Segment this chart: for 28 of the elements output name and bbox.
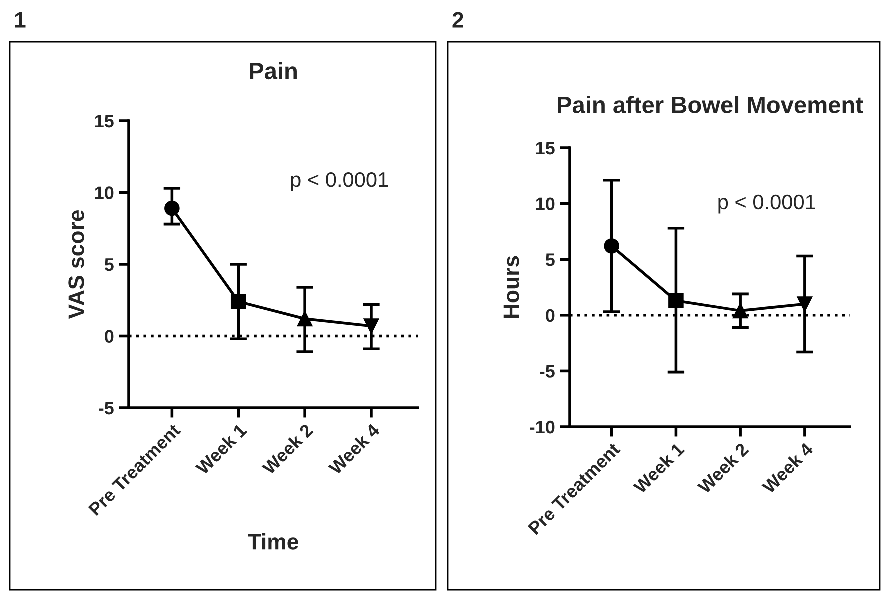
- point: [604, 238, 620, 254]
- y-tick-label: 0: [546, 309, 555, 322]
- y-tick-label: 15: [95, 115, 114, 128]
- y-tick-label: 10: [536, 198, 555, 211]
- x-axis-title: Time: [248, 534, 298, 550]
- y-tick-label: 10: [95, 186, 114, 200]
- point: [230, 294, 246, 310]
- text: 1: [15, 12, 26, 28]
- y-tick-label: 15: [536, 142, 555, 155]
- chart-title: Pain: [250, 62, 297, 80]
- point: [668, 293, 684, 309]
- y-axis-title: Hours: [504, 256, 520, 318]
- y-tick-label: 0: [105, 330, 114, 343]
- y-tick-label: 5: [546, 254, 555, 266]
- y-tick-label: 5: [104, 258, 114, 272]
- y-tick-label: -5: [540, 365, 555, 378]
- annotation: p < 0.0001: [718, 194, 816, 214]
- y-axis-title: VAS score: [68, 210, 84, 320]
- text: 2: [452, 12, 464, 28]
- point: [164, 200, 180, 216]
- point: [364, 318, 380, 334]
- point: [797, 296, 813, 312]
- point: [732, 303, 748, 319]
- annotation: p < 0.0001: [291, 172, 388, 192]
- point: [297, 311, 313, 327]
- y-tick-label: -10: [530, 420, 555, 434]
- chart-title: Pain after Bowel Movement: [558, 96, 864, 114]
- y-tick-label: -5: [99, 402, 114, 415]
